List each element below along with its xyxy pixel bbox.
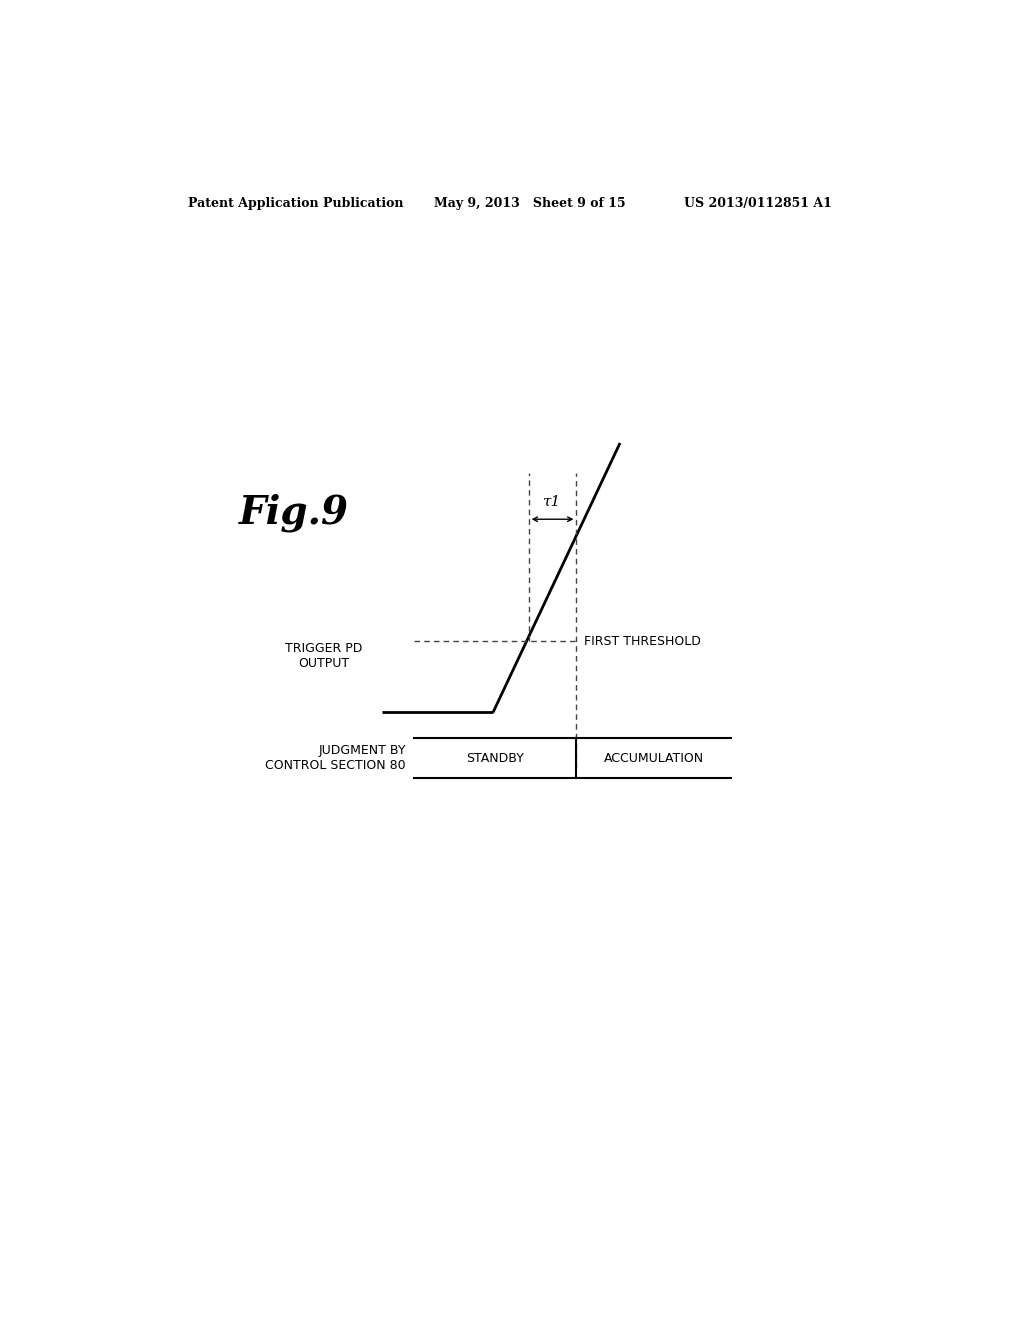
Text: US 2013/0112851 A1: US 2013/0112851 A1	[684, 197, 831, 210]
Text: JUDGMENT BY
CONTROL SECTION 80: JUDGMENT BY CONTROL SECTION 80	[265, 744, 406, 772]
Text: TRIGGER PD
OUTPUT: TRIGGER PD OUTPUT	[285, 643, 362, 671]
Text: ACCUMULATION: ACCUMULATION	[604, 751, 705, 764]
Text: May 9, 2013   Sheet 9 of 15: May 9, 2013 Sheet 9 of 15	[433, 197, 626, 210]
Text: Fig.9: Fig.9	[240, 494, 349, 532]
Text: FIRST THRESHOLD: FIRST THRESHOLD	[585, 635, 701, 648]
Text: STANDBY: STANDBY	[467, 751, 524, 764]
Text: τ1: τ1	[544, 495, 562, 510]
Text: Patent Application Publication: Patent Application Publication	[187, 197, 403, 210]
